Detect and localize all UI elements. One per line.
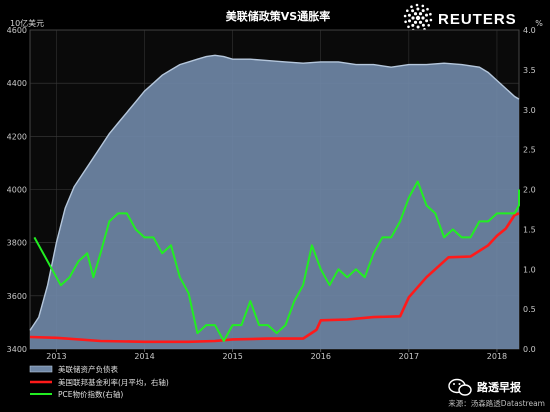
left-tick-label: 4400: [7, 79, 27, 88]
logo-dot: [407, 13, 411, 17]
logo-dot: [408, 19, 411, 23]
logo-dot: [410, 5, 413, 8]
logo-dot: [426, 7, 429, 11]
x-tick-label: 2014: [134, 352, 154, 361]
right-tick-label: 4.0: [523, 26, 536, 35]
right-tick-label: 0.0: [523, 345, 536, 354]
logo-dot: [407, 25, 410, 29]
logo-dot: [404, 20, 407, 24]
logo-dot: [415, 3, 419, 7]
left-tick-label: 4600: [7, 26, 27, 35]
logo-dot: [418, 20, 423, 24]
logo-dot: [429, 18, 433, 22]
logo-dot: [403, 14, 407, 18]
right-axis-ticks: 0.0 0.5 1.0 1.5 2.0 2.5 3.0 3.5 4.0: [523, 26, 536, 354]
left-tick-label: 3600: [7, 292, 27, 301]
legend-swatch-balance-sheet: [29, 365, 53, 373]
left-axis-ticks: 3400 3600 3800 4000 4200 4400 4600: [7, 26, 27, 354]
logo-dot: [416, 25, 420, 29]
x-tick-label: 2016: [311, 352, 331, 361]
watermark: 路透早报: [448, 378, 522, 396]
logo-dot: [421, 16, 425, 20]
logo-dot: [421, 4, 425, 8]
legend-label-fed-funds-rate: 美国联邦基金利率(月平均，右轴): [58, 377, 169, 387]
left-axis-unit: 10亿美元: [10, 18, 44, 28]
series-line-pce: [33, 180, 520, 342]
logo-dot: [406, 9, 409, 12]
logo-dot: [411, 9, 415, 13]
right-tick-label: 3.5: [523, 66, 536, 75]
chart-title: 美联储政策VS通胀率: [226, 9, 330, 23]
right-tick-label: 0.5: [523, 305, 536, 314]
source-note: 来源：汤森路透Datastream: [448, 398, 545, 408]
balance-sheet-area-layer: [29, 54, 520, 350]
logo-dot: [418, 12, 423, 16]
rate-lines-layer: [29, 180, 520, 344]
logo-dot: [425, 13, 428, 17]
logo-dot: [415, 15, 421, 21]
x-tick-label: 2015: [222, 352, 242, 361]
logo-dot: [427, 24, 431, 27]
x-tick-label: 2017: [399, 352, 419, 361]
left-tick-label: 3800: [7, 239, 27, 248]
right-tick-label: 2.0: [523, 186, 536, 195]
right-tick-label: 1.5: [523, 225, 536, 234]
right-tick-label: 3.0: [523, 106, 536, 115]
logo-dot: [413, 20, 418, 24]
logo-dot: [425, 19, 429, 23]
x-tick-label: 2013: [46, 352, 66, 361]
series-line-fed-funds-rate: [29, 212, 520, 344]
watermark-text: 路透早报: [477, 380, 522, 394]
legend-label-pce: PCE物价指数(右轴): [58, 389, 123, 399]
logo-dot: [421, 23, 425, 27]
left-tick-label: 3400: [7, 345, 27, 354]
logo-dot: [411, 16, 415, 20]
left-tick-label: 4200: [7, 132, 27, 141]
series-area-balance-sheet: [30, 55, 519, 350]
left-tick-label: 4000: [7, 186, 27, 195]
logo-dot: [416, 7, 420, 11]
wechat-icon: [448, 378, 472, 396]
reuters-wordmark: REUTERS: [438, 11, 517, 28]
right-tick-label: 2.5: [523, 146, 536, 155]
right-tick-label: 1.0: [523, 265, 536, 274]
logo-dot: [429, 12, 432, 16]
right-axis-unit: %: [535, 19, 543, 28]
reuters-logo: REUTERS: [403, 3, 517, 33]
x-axis-ticks: 2013 2014 2015 2016 2017 2018: [46, 349, 507, 361]
reuters-dot-logo-icon: [403, 3, 433, 33]
series-line-balance-sheet: [29, 54, 520, 331]
logo-dot: [421, 9, 425, 13]
legend: 美联储资产负债表 美国联邦基金利率(月平均，右轴) PCE物价指数(右轴): [29, 364, 169, 399]
logo-dot: [413, 12, 418, 16]
logo-dot: [411, 23, 415, 27]
x-tick-label: 2018: [487, 352, 507, 361]
legend-label-balance-sheet: 美联储资产负债表: [58, 364, 118, 374]
